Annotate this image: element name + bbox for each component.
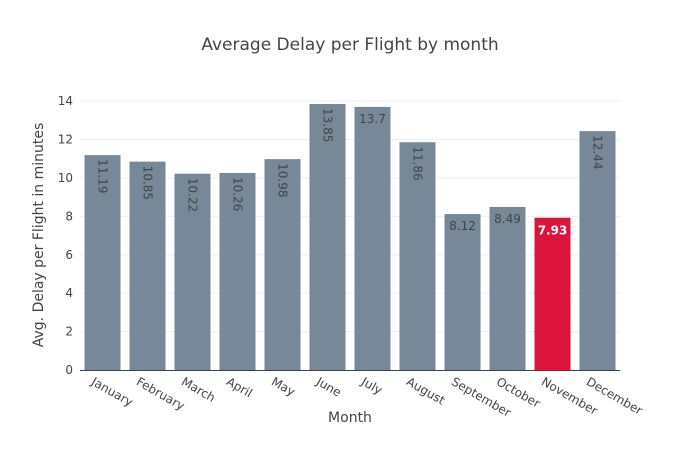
y-tick-label: 6: [65, 248, 73, 262]
bar-value-label: 10.22: [186, 178, 200, 212]
bar-february: [129, 161, 166, 370]
bar-value-label: 10.98: [276, 163, 290, 197]
bar-value-label: 8.49: [494, 212, 521, 226]
bar-value-label: 13.7: [359, 112, 386, 126]
y-axis-ticks: 0 2 4 6 8 10 12 14: [58, 94, 73, 377]
bar-april: [219, 172, 256, 370]
x-tick-label: April: [224, 374, 255, 400]
bar-october: [489, 206, 526, 370]
x-tick-label: February: [134, 374, 187, 413]
y-tick-label: 2: [65, 325, 73, 339]
bar-september: [444, 214, 481, 370]
gridlines: [80, 100, 620, 333]
x-tick-label: May: [269, 374, 297, 399]
bar-value-label: 10.26: [231, 177, 245, 211]
y-tick-label: 8: [65, 209, 73, 223]
y-tick-label: 10: [58, 171, 73, 185]
y-tick-label: 12: [58, 133, 73, 147]
bars: [84, 104, 616, 371]
bar-value-label: 13.85: [321, 108, 335, 142]
bar-value-label: 12.44: [591, 135, 605, 169]
y-tick-label: 0: [65, 363, 73, 377]
bar-may: [264, 159, 301, 370]
x-tick-label: July: [358, 374, 385, 397]
bar-july: [354, 106, 391, 370]
y-tick-label: 14: [58, 94, 73, 108]
y-tick-label: 4: [65, 286, 73, 300]
bar-december: [579, 131, 616, 370]
bar-august: [399, 142, 436, 370]
bar-value-label: 11.86: [411, 146, 425, 180]
bar-march: [174, 173, 211, 370]
x-tick-label: August: [404, 374, 448, 407]
x-axis-title: Month: [328, 410, 372, 426]
bar-value-labels: 11.19 10.85 10.22 10.26 10.98 13.85 13.7 11.86 8…: [96, 108, 605, 238]
bar-value-label: 10.85: [141, 166, 155, 200]
bar-january: [84, 155, 121, 370]
bar-value-label: 7.93: [538, 224, 568, 238]
bar-value-label: 11.19: [96, 159, 110, 193]
x-tick-label: January: [88, 374, 135, 409]
chart-title: Average Delay per Flight by month: [201, 35, 498, 55]
bar-november: [534, 217, 571, 370]
y-axis-title: Avg. Delay per Flight in minutes: [31, 123, 47, 348]
x-tick-label: June: [313, 374, 344, 400]
bar-june: [309, 104, 346, 371]
bar-value-label: 8.12: [449, 219, 476, 233]
